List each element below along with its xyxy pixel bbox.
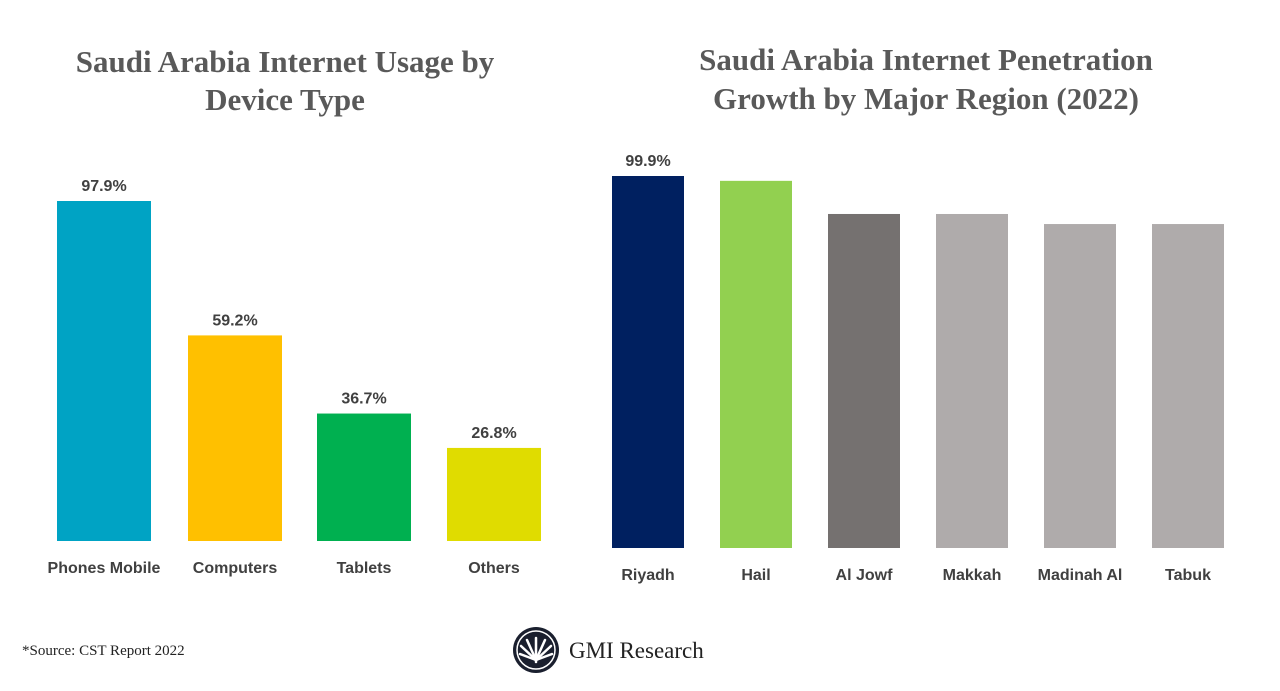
chart-title-line-2: Device Type [205,82,365,117]
category-label: Al Jowf [836,567,894,584]
category-label: Tabuk [1165,567,1211,584]
category-label: Others [468,560,520,577]
category-label: Phones Mobile [48,560,161,577]
category-label: Tablets [337,560,392,577]
bar-riyadh [612,176,684,548]
bar-hail [720,180,792,549]
gmi-logo-icon [513,627,559,673]
data-label: 36.7% [341,391,386,408]
bar-al-jowf [828,213,900,548]
data-label: 59.2% [212,312,257,329]
bar-madinah-al [1044,224,1116,548]
bar-computers [188,335,282,541]
category-label: Madinah Al [1038,567,1123,584]
data-label: 99.9% [625,153,670,170]
data-label: 26.8% [471,425,516,442]
brand-name: GMI Research [569,638,704,663]
data-label: 97.9% [81,178,126,195]
source-note: *Source: CST Report 2022 [22,643,185,659]
bar-tabuk [1152,224,1224,548]
region-penetration-chart: Saudi Arabia Internet Penetration Growth… [612,42,1224,584]
chart-title-line-1: Saudi Arabia Internet Usage by [76,44,495,79]
category-label: Makkah [943,567,1002,584]
bar-phones-mobile [57,201,151,541]
bar-others [447,447,541,541]
bar-makkah [936,213,1008,548]
chart-title-line-2: Growth by Major Region (2022) [713,81,1139,116]
bar-tablets [317,413,411,541]
device-type-chart: Saudi Arabia Internet Usage by Device Ty… [48,44,541,577]
category-label: Computers [193,560,278,577]
category-label: Riyadh [621,567,674,584]
category-label: Hail [741,567,770,584]
chart-title-line-1: Saudi Arabia Internet Penetration [699,42,1153,77]
